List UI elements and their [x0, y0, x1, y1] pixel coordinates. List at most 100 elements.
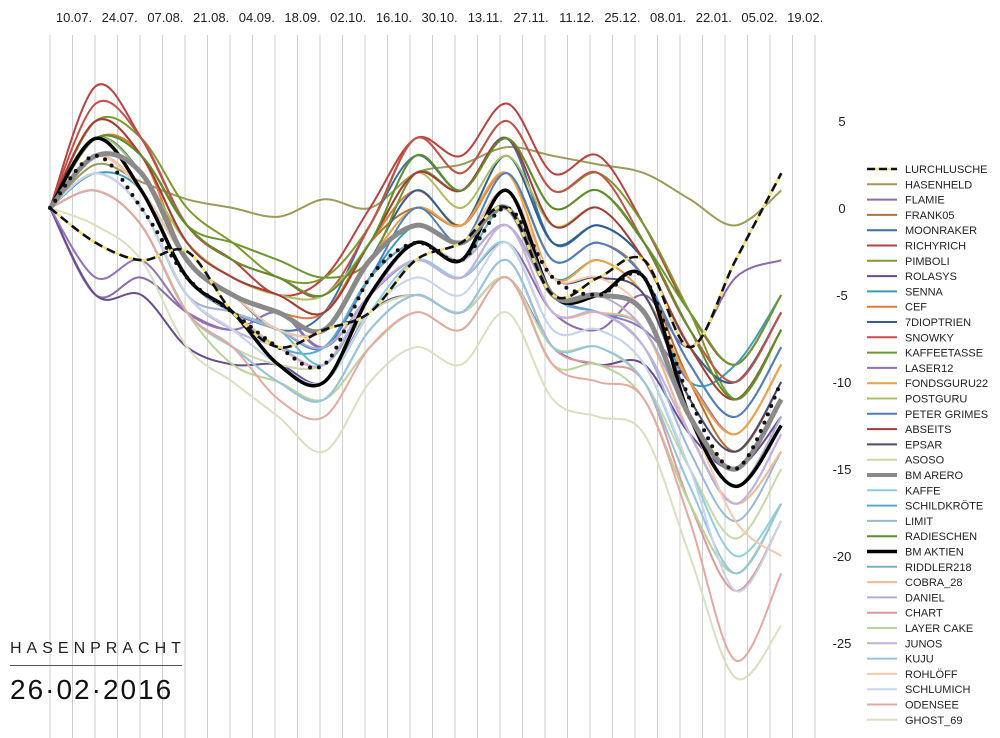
x-tick-label: 27.11.: [513, 10, 548, 25]
x-tick-label: 24.07.: [102, 10, 138, 25]
legend-label: EPSAR: [905, 439, 942, 451]
legend-item: PIMBOLI: [867, 256, 950, 268]
legend-label: FRANK05: [905, 210, 955, 222]
y-tick-label: 5: [838, 114, 845, 129]
legend-label: HASENHELD: [905, 179, 972, 191]
legend-item: FLAMIE: [867, 195, 945, 207]
series-line-odensee: [49, 189, 783, 662]
legend-item: FRANK05: [867, 210, 955, 222]
legend-item: CEF: [867, 302, 927, 314]
legend-item: SNOWKY: [867, 332, 955, 344]
legend-item: ODENSEE: [867, 700, 959, 712]
legend-item: ROLASYS: [867, 271, 957, 283]
legend-item: GHOST_69: [867, 715, 962, 727]
brand-date: 26·02·2016: [10, 674, 174, 705]
legend-label: RICHYRICH: [905, 241, 966, 253]
legend-item: SCHLUMICH: [867, 684, 970, 696]
x-tick-label: 05.02.: [741, 10, 777, 25]
legend-label: KUJU: [905, 654, 934, 666]
legend-item: DANIEL: [867, 592, 945, 604]
legend-item: JUNOS: [867, 638, 942, 650]
series-lines: [48, 83, 784, 681]
legend-label: LIMIT: [905, 516, 933, 528]
series-line-ghost-69: [49, 207, 783, 681]
brand-divider: [10, 665, 182, 666]
legend-item: LURCHLUSCHE: [867, 164, 988, 176]
x-tick-label: 02.10.: [330, 10, 366, 25]
y-tick-label: -10: [833, 375, 852, 390]
legend-label: ROHLÖFF: [905, 669, 958, 681]
legend-item: RICHYRICH: [867, 241, 966, 253]
x-tick-label: 30.10.: [422, 10, 458, 25]
series-line-bm-arero: [48, 151, 784, 472]
legend-label: PIMBOLI: [905, 256, 950, 268]
x-tick-label: 18.09.: [284, 10, 320, 25]
x-tick-label: 08.01.: [650, 10, 686, 25]
legend-label: FONDSGURU22: [905, 378, 988, 390]
legend-item: KAFFE: [867, 485, 940, 497]
legend-item: LASER12: [867, 363, 953, 375]
legend-label: BM AKTIEN: [905, 547, 964, 559]
y-tick-label: -20: [833, 549, 852, 564]
legend-label: COBRA_28: [905, 577, 962, 589]
legend-item: SCHILDKRÖTE: [867, 501, 983, 513]
legend-item: HASENHELD: [867, 179, 972, 191]
legend-item: ROHLÖFF: [867, 669, 958, 681]
legend-label: ROLASYS: [905, 271, 957, 283]
legend-label: POSTGURU: [905, 394, 967, 406]
legend-label: SNOWKY: [905, 332, 955, 344]
legend-label: LURCHLUSCHE: [905, 164, 988, 176]
series-line-lurchlusche: [49, 172, 783, 349]
x-tick-label: 04.09.: [239, 10, 275, 25]
legend-item: MOONRAKER: [867, 225, 977, 237]
legend-label: MOONRAKER: [905, 225, 977, 237]
x-tick-label: 07.08.: [147, 10, 183, 25]
legend-item: RIDDLER218: [867, 562, 972, 574]
legend-item: SENNA: [867, 286, 944, 298]
legend-item: POSTGURU: [867, 394, 967, 406]
brand-block: HASENPRACHT 26·02·2016: [10, 640, 185, 706]
legend-label: PETER GRIMES: [905, 409, 988, 421]
legend-label: BM ARERO: [905, 470, 964, 482]
legend-label: LAYER CAKE: [905, 623, 973, 635]
legend: LURCHLUSCHE HASENHELD FLAMIE FRANK05 MOONRAK…: [867, 164, 988, 727]
legend-label: FLAMIE: [905, 195, 945, 207]
series-line-schlumich: [49, 172, 783, 593]
legend-item: 7DIOPTRIEN: [867, 317, 971, 329]
vertical-grid: [49, 35, 816, 738]
x-tick-label: 11.12.: [559, 10, 594, 25]
x-tick-label: 21.08.: [193, 10, 229, 25]
legend-label: GHOST_69: [905, 715, 962, 727]
legend-item: LAYER CAKE: [867, 623, 973, 635]
legend-item: BM ARERO: [867, 470, 964, 482]
legend-label: ASOSO: [905, 455, 945, 467]
legend-label: SENNA: [905, 286, 944, 298]
legend-item: ASOSO: [867, 455, 945, 467]
x-tick-label: 19.02.: [787, 10, 823, 25]
legend-label: SCHILDKRÖTE: [905, 501, 983, 513]
y-tick-label: -25: [833, 636, 852, 651]
legend-item: EPSAR: [867, 439, 942, 451]
legend-label: SCHLUMICH: [905, 684, 970, 696]
legend-item: ABSEITS: [867, 424, 951, 436]
legend-item: BM AKTIEN: [867, 547, 964, 559]
x-axis-tick-labels: 10.07. 24.07. 07.08. 21.08. 04.09. 18.09. 02.1…: [56, 10, 823, 25]
legend-label: ODENSEE: [905, 700, 959, 712]
legend-label: KAFFE: [905, 485, 940, 497]
x-tick-label: 10.07.: [56, 10, 92, 25]
legend-label: RADIESCHEN: [905, 531, 977, 543]
legend-item: PETER GRIMES: [867, 409, 988, 421]
legend-label: 7DIOPTRIEN: [905, 317, 971, 329]
x-tick-label: 16.10.: [376, 10, 412, 25]
series-line-hasenheld: [49, 145, 782, 227]
series-line-dotted-average: [48, 153, 784, 472]
x-tick-label: 13.11.: [468, 10, 503, 25]
legend-label: CHART: [905, 608, 943, 620]
series-line-radieschen: [49, 134, 783, 401]
legend-label: JUNOS: [905, 638, 942, 650]
y-tick-label: -5: [836, 288, 848, 303]
legend-item: KAFFEETASSE: [867, 348, 983, 360]
legend-label: RIDDLER218: [905, 562, 972, 574]
legend-label: ABSEITS: [905, 424, 951, 436]
